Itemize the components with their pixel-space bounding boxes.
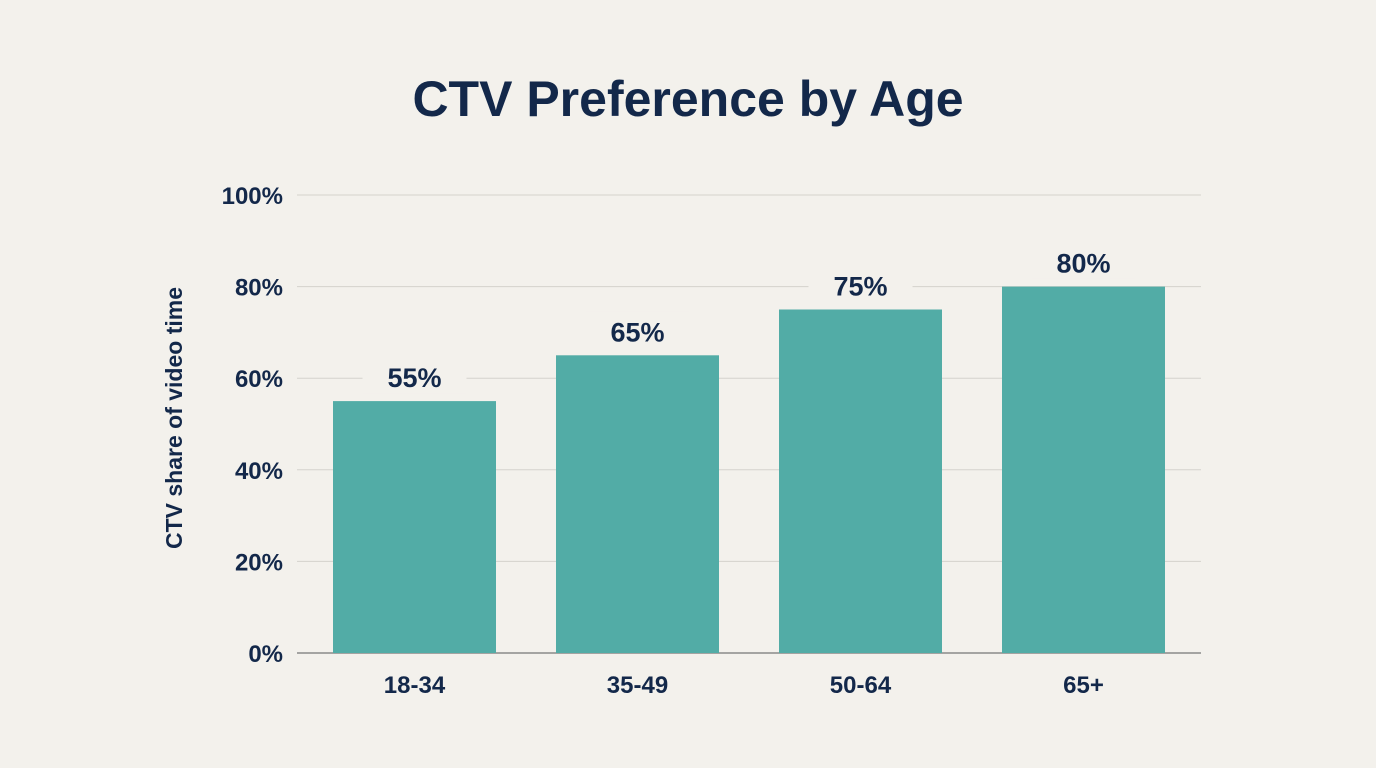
- bar-18-34: [333, 401, 496, 653]
- y-tick-label: 60%: [235, 366, 283, 393]
- data-label: 55%: [387, 363, 441, 393]
- y-axis-label: CTV share of video time: [161, 287, 187, 549]
- data-label-background: [362, 357, 467, 394]
- y-tick-label: 40%: [235, 458, 283, 485]
- bar-50-64: [779, 309, 942, 653]
- x-tick-label: 35-49: [607, 672, 668, 699]
- x-tick-label: 18-34: [384, 672, 446, 699]
- y-tick-label: 100%: [222, 183, 283, 210]
- x-tick-label: 50-64: [830, 672, 892, 699]
- data-label-background: [1031, 242, 1136, 279]
- y-tick-label: 0%: [248, 641, 283, 668]
- chart-title: CTV Preference by Age: [412, 71, 963, 127]
- data-label: 75%: [833, 272, 887, 302]
- bar-65+: [1002, 286, 1165, 653]
- data-label: 80%: [1056, 249, 1110, 279]
- data-label: 65%: [610, 317, 664, 347]
- y-tick-label: 80%: [235, 275, 283, 302]
- y-tick-label: 20%: [235, 549, 283, 576]
- data-label-background: [585, 311, 690, 348]
- x-tick-label: 65+: [1063, 672, 1104, 699]
- data-label-background: [808, 265, 913, 302]
- bar-35-49: [556, 355, 719, 653]
